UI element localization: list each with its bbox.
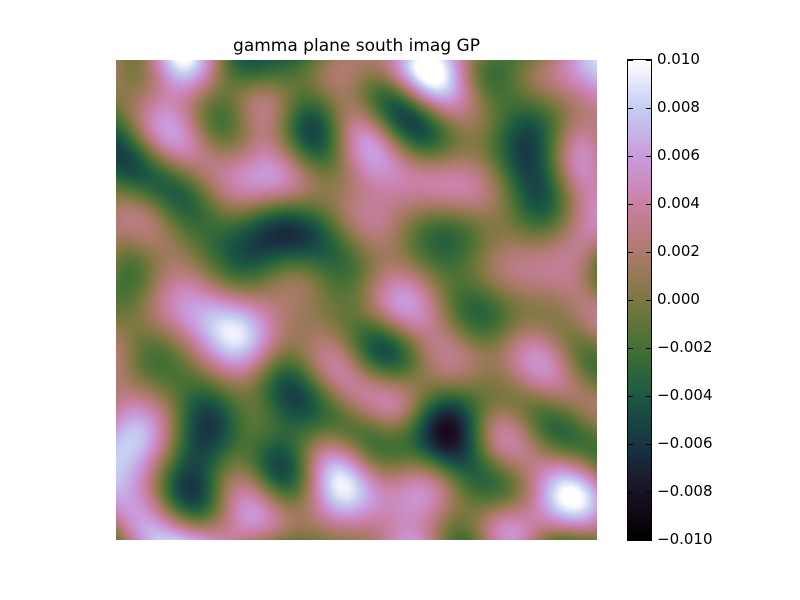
colorbar-tick-label: 0.000 (657, 290, 700, 308)
colorbar-tick-label: −0.010 (657, 530, 713, 548)
colorbar-tick-mark (646, 348, 651, 349)
colorbar-tick-mark (646, 540, 651, 541)
colorbar-tick-mark (646, 60, 651, 61)
colorbar-tick-mark (628, 156, 633, 157)
colorbar-tick-mark (628, 396, 633, 397)
colorbar-tick-mark (628, 60, 633, 61)
colorbar-tick-label: 0.004 (657, 194, 700, 212)
colorbar-tick-label: −0.004 (657, 386, 713, 404)
colorbar-tick-mark (646, 444, 651, 445)
colorbar-tick-mark (628, 492, 633, 493)
colorbar-tick-mark (646, 108, 651, 109)
colorbar-frame (627, 59, 652, 541)
colorbar-tick-mark (646, 204, 651, 205)
colorbar-tick-label: 0.008 (657, 98, 700, 116)
colorbar-tick-mark (628, 540, 633, 541)
colorbar-tick-mark (628, 108, 633, 109)
colorbar-tick-mark (628, 300, 633, 301)
colorbar-tick-label: 0.002 (657, 242, 700, 260)
colorbar-tick-mark (628, 444, 633, 445)
colorbar-tick-label: −0.006 (657, 434, 713, 452)
colorbar-tick-mark (628, 204, 633, 205)
colorbar-tick-mark (646, 300, 651, 301)
colorbar-tick-mark (646, 396, 651, 397)
colorbar-gradient (628, 60, 651, 540)
colorbar-tick-mark (628, 348, 633, 349)
colorbar-tick-mark (646, 492, 651, 493)
colorbar-tick-label: 0.010 (657, 50, 700, 68)
heatmap-frame (116, 60, 597, 540)
colorbar-tick-label: −0.002 (657, 338, 713, 356)
heatmap-image (116, 60, 597, 540)
chart-title: gamma plane south imag GP (233, 36, 480, 56)
colorbar-tick-mark (646, 252, 651, 253)
colorbar-tick-mark (628, 252, 633, 253)
colorbar-tick-mark (646, 156, 651, 157)
colorbar-tick-label: 0.006 (657, 146, 700, 164)
colorbar-tick-label: −0.008 (657, 482, 713, 500)
